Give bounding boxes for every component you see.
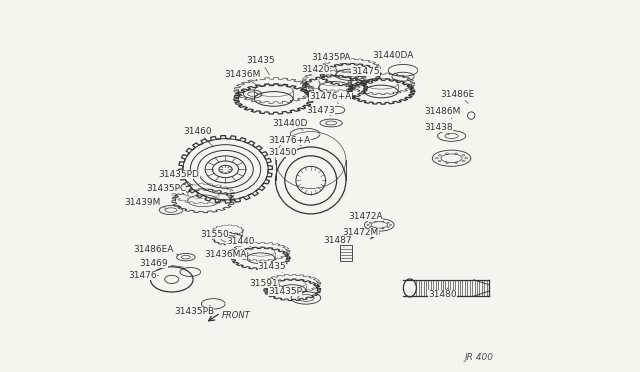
Text: 31436M: 31436M — [224, 70, 260, 85]
Text: 31472A: 31472A — [348, 212, 383, 221]
Text: 31486E: 31486E — [441, 90, 475, 103]
Text: 31476: 31476 — [129, 271, 159, 280]
Text: 31440D: 31440D — [273, 119, 308, 131]
Text: 31460: 31460 — [184, 126, 214, 147]
Text: 31440: 31440 — [226, 237, 255, 247]
Text: 31473: 31473 — [307, 106, 335, 116]
Text: 31486M: 31486M — [424, 108, 461, 118]
Text: 31435: 31435 — [257, 262, 286, 273]
Text: 31438: 31438 — [424, 123, 453, 135]
Text: 31436MA: 31436MA — [204, 250, 247, 259]
Text: 31476+A: 31476+A — [269, 136, 311, 146]
Text: 31480: 31480 — [428, 288, 456, 299]
Text: JR 400: JR 400 — [465, 353, 493, 362]
Text: 31472M: 31472M — [342, 228, 379, 238]
Text: 31475: 31475 — [351, 67, 380, 80]
Text: FRONT: FRONT — [222, 311, 250, 320]
Text: 31435PD: 31435PD — [159, 170, 200, 186]
Text: 31439M: 31439M — [125, 198, 166, 208]
Text: 31591: 31591 — [250, 279, 278, 288]
Text: 31469: 31469 — [140, 259, 184, 267]
Text: 31450: 31450 — [269, 148, 297, 157]
Text: 31440DA: 31440DA — [372, 51, 414, 62]
Text: 31487: 31487 — [323, 236, 352, 248]
Text: 31420: 31420 — [301, 65, 330, 76]
Text: 31435: 31435 — [246, 56, 275, 75]
Text: 31435PC: 31435PC — [146, 185, 187, 196]
Text: 31435PB: 31435PB — [174, 305, 214, 316]
Text: 31550: 31550 — [200, 230, 228, 239]
Text: 31435P: 31435P — [268, 287, 302, 296]
Text: 31486EA: 31486EA — [133, 245, 179, 254]
Text: 31435PA: 31435PA — [312, 52, 351, 65]
Text: 31476+A: 31476+A — [309, 92, 351, 104]
